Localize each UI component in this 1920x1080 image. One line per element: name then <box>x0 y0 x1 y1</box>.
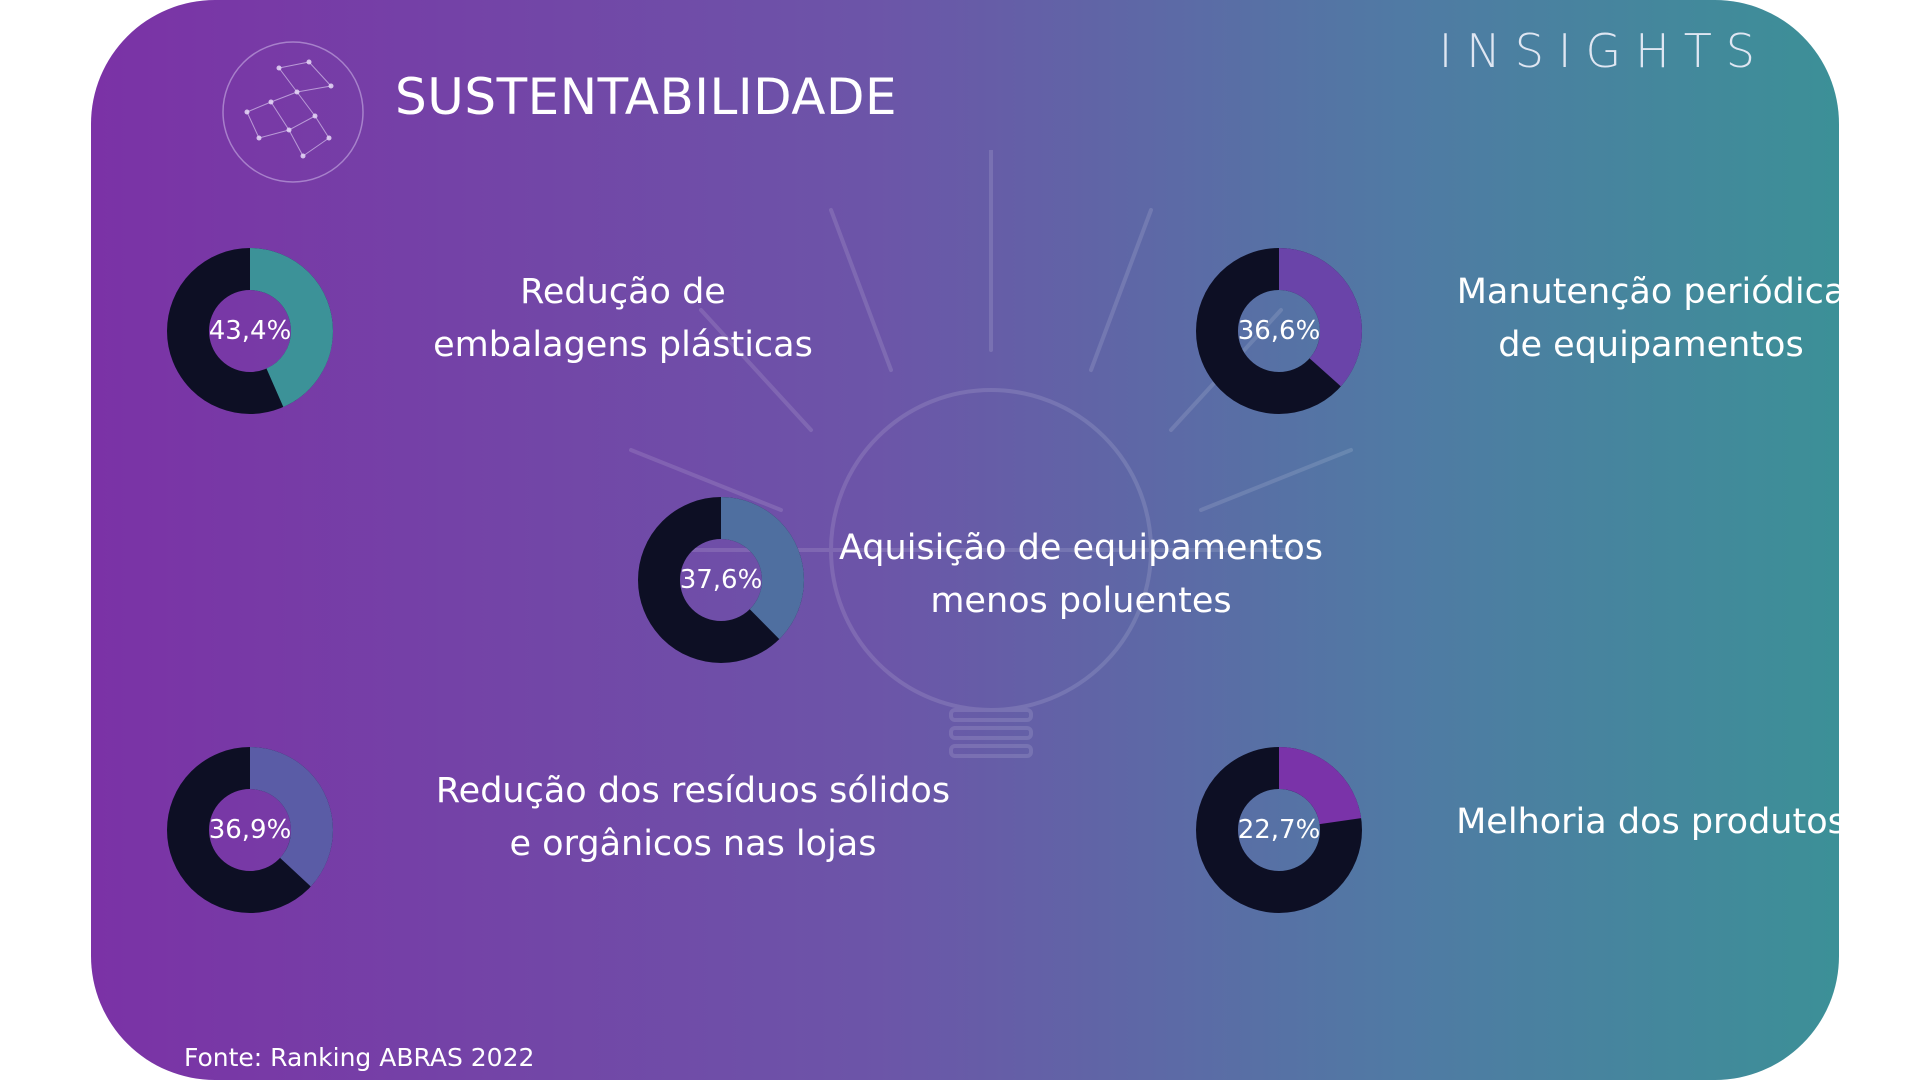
donut-label: Aquisição de equipamentos menos poluente… <box>781 522 1381 628</box>
donut-label-line: Melhoria dos produtos <box>1456 802 1839 842</box>
donut-arc <box>167 248 333 414</box>
donut-label-line: Redução dos resíduos sólidos <box>435 771 951 811</box>
donut-label-line: Aquisição de equipamentos <box>838 528 1324 568</box>
donut-value: 36,9% <box>208 815 292 845</box>
donut-label-line: Redução de <box>520 272 726 312</box>
donut-value: 37,6% <box>679 565 763 595</box>
donut-label: Redução de embalagens plásticas <box>353 266 893 372</box>
donut-label-line: embalagens plásticas <box>433 325 813 365</box>
donut-value: 36,6% <box>1237 316 1321 346</box>
globe-network-icon <box>222 41 364 183</box>
page-title: SUSTENTABILIDADE <box>395 68 898 126</box>
donut-label-line: Manutenção periódica <box>1456 272 1839 312</box>
infographic-card: SUSTENTABILIDADE INSIGHTS 43,4% Redução … <box>91 0 1839 1080</box>
donut-chart-packaging: 43,4% <box>165 246 335 416</box>
donut-arc <box>167 747 333 913</box>
donut-arc <box>1196 248 1362 414</box>
donut-label: Manutenção periódica de equipamentos <box>1371 266 1839 372</box>
donut-label-line: e orgânicos nas lojas <box>509 824 877 864</box>
donut-label-line: de equipamentos <box>1498 325 1804 365</box>
donut-arc <box>1196 747 1362 913</box>
donut-value: 43,4% <box>208 316 292 346</box>
donut-label: Melhoria dos produtos <box>1371 796 1839 849</box>
donut-label: Redução dos resíduos sólidos e orgânicos… <box>353 765 1033 871</box>
donut-chart-maintenance: 36,6% <box>1194 246 1364 416</box>
donut-chart-waste: 36,9% <box>165 745 335 915</box>
donut-arc <box>638 497 804 663</box>
donut-value: 22,7% <box>1237 815 1321 845</box>
donut-chart-equipment: 37,6% <box>636 495 806 665</box>
source-note: Fonte: Ranking ABRAS 2022 <box>184 1043 535 1072</box>
donut-chart-products: 22,7% <box>1194 745 1364 915</box>
donut-label-line: menos poluentes <box>930 581 1232 621</box>
brand-logo-text: INSIGHTS <box>1438 24 1769 78</box>
